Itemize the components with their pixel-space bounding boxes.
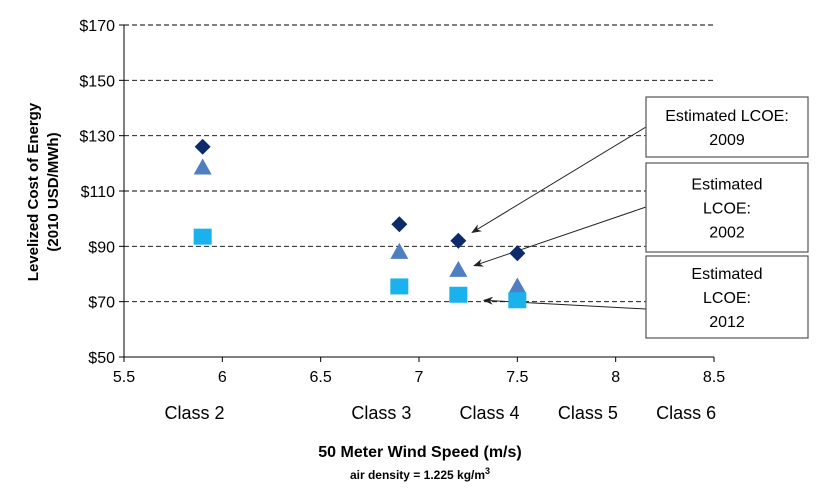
y-tick-label: $170 (79, 18, 115, 35)
point-2012 (193, 228, 212, 245)
wind-class-labels: Class 2 Class 3 Class 4 Class 5 Class 6 (165, 403, 717, 423)
point-2009 (450, 232, 467, 249)
callouts: Estimated LCOE: 2009 Estimated LCOE: 2002 Est… (645, 96, 809, 339)
wind-class-label: Class 6 (656, 403, 716, 423)
point-2002 (508, 277, 527, 294)
point-2012 (449, 286, 468, 303)
callout-text: Estimated LCOE: (665, 108, 789, 125)
callout-text: 2012 (709, 314, 745, 331)
wind-class-label: Class 5 (558, 403, 618, 423)
point-2009 (194, 138, 211, 155)
point-2012 (508, 292, 527, 309)
point-2009 (509, 245, 526, 262)
x-tick-label: 7 (415, 369, 424, 386)
wind-class-label: Class 2 (165, 403, 225, 423)
x-axis-ticks: 5.5 6 6.5 7 7.5 8 8.5 (113, 357, 725, 386)
y-tick-label: $110 (81, 184, 116, 201)
callout-text: LCOE: (703, 201, 751, 218)
point-2002 (193, 158, 212, 175)
y-axis-label-line2: (2010 USD/MWh) (45, 132, 62, 251)
point-2012 (390, 278, 409, 295)
callout-arrows (471, 126, 647, 310)
callout-text: 2009 (709, 132, 745, 149)
y-tick-label: $50 (88, 350, 115, 367)
data-points (193, 138, 527, 309)
callout-box (645, 96, 809, 158)
point-2002 (390, 242, 409, 259)
x-axis-sublabel: air density = 1.225 kg/m3 (350, 466, 490, 482)
y-axis-label-line1: Levelized Cost of Energy (25, 102, 42, 281)
y-tick-label: $70 (88, 295, 115, 312)
x-tick-label: 7.5 (506, 369, 528, 386)
x-tick-label: 6.5 (310, 369, 332, 386)
y-tick-label: $90 (88, 239, 115, 256)
callout-text: Estimated (691, 177, 762, 194)
x-tick-label: 8 (611, 369, 620, 386)
x-tick-label: 5.5 (113, 369, 135, 386)
x-axis-label: 50 Meter Wind Speed (m/s) (318, 444, 521, 461)
callout-arrow (473, 206, 647, 267)
callout-box (645, 162, 809, 253)
y-tick-label: $150 (79, 73, 115, 90)
y-axis-ticks: $50 $70 $90 $110 $130 $150 $170 (79, 18, 124, 367)
point-2002 (449, 260, 468, 277)
point-2009 (391, 216, 408, 233)
callout-text: 2002 (709, 225, 745, 242)
x-tick-label: 8.5 (703, 369, 725, 386)
callout-text: Estimated (691, 266, 762, 283)
callout-box (645, 255, 809, 339)
x-tick-label: 6 (218, 369, 227, 386)
wind-class-label: Class 4 (460, 403, 520, 423)
callout-text: LCOE: (703, 290, 751, 307)
callout-arrow (471, 126, 647, 234)
grid-lines (123, 24, 714, 358)
y-tick-label: $130 (79, 129, 115, 146)
wind-class-label: Class 3 (351, 403, 411, 423)
